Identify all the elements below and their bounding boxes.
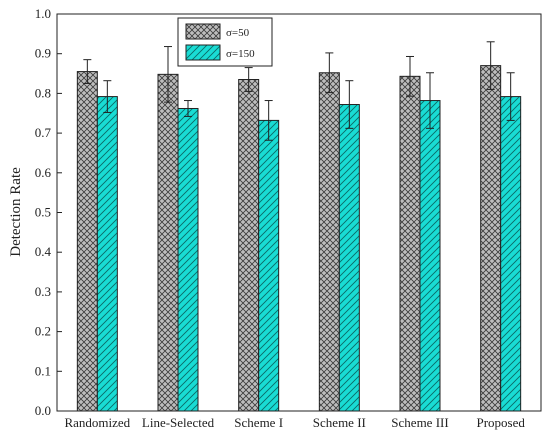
y-tick-label: 0.8: [35, 85, 51, 100]
bar-series-2: [258, 119, 280, 412]
y-tick-label: 0.3: [35, 284, 51, 299]
bar-series-2: [500, 96, 522, 412]
y-tick-label: 0.2: [35, 324, 51, 339]
legend-swatch-series-2: [185, 44, 221, 61]
x-category-label: Randomized: [64, 415, 130, 430]
y-tick-label: 0.7: [35, 125, 52, 140]
legend-label-series-1: σ=50: [226, 27, 250, 39]
y-axis-title: Detection Rate: [8, 167, 24, 257]
y-tick-label: 0.9: [35, 46, 51, 61]
legend: σ=50 σ=150: [177, 17, 273, 67]
y-tick-label: 0.6: [35, 165, 52, 180]
y-tick-label: 0.0: [35, 403, 51, 418]
y-tick-label: 0.5: [35, 205, 51, 220]
bar-series-1: [76, 71, 98, 412]
bar-series-2: [419, 100, 441, 412]
y-tick-label: 0.4: [35, 244, 52, 259]
legend-swatch-series-1: [185, 23, 221, 40]
bar-series-1: [399, 75, 421, 412]
bar-series-1: [318, 72, 340, 412]
x-category-label: Scheme I: [234, 415, 283, 430]
x-category-label: Proposed: [476, 415, 525, 430]
x-category-label: Scheme III: [391, 415, 448, 430]
bar-series-2: [177, 107, 199, 412]
y-tick-label: 1.0: [35, 6, 51, 21]
bar-series-1: [157, 73, 179, 412]
y-tick-label: 0.1: [35, 363, 51, 378]
bar-series-1: [238, 79, 260, 412]
bar-series-1: [480, 65, 502, 412]
x-category-label: Line-Selected: [142, 415, 215, 430]
legend-label-series-2: σ=150: [226, 48, 255, 60]
x-category-label: Scheme II: [313, 415, 366, 430]
bar-series-2: [96, 96, 118, 412]
bar-series-2: [338, 104, 360, 412]
plot-frame: [56, 13, 542, 412]
